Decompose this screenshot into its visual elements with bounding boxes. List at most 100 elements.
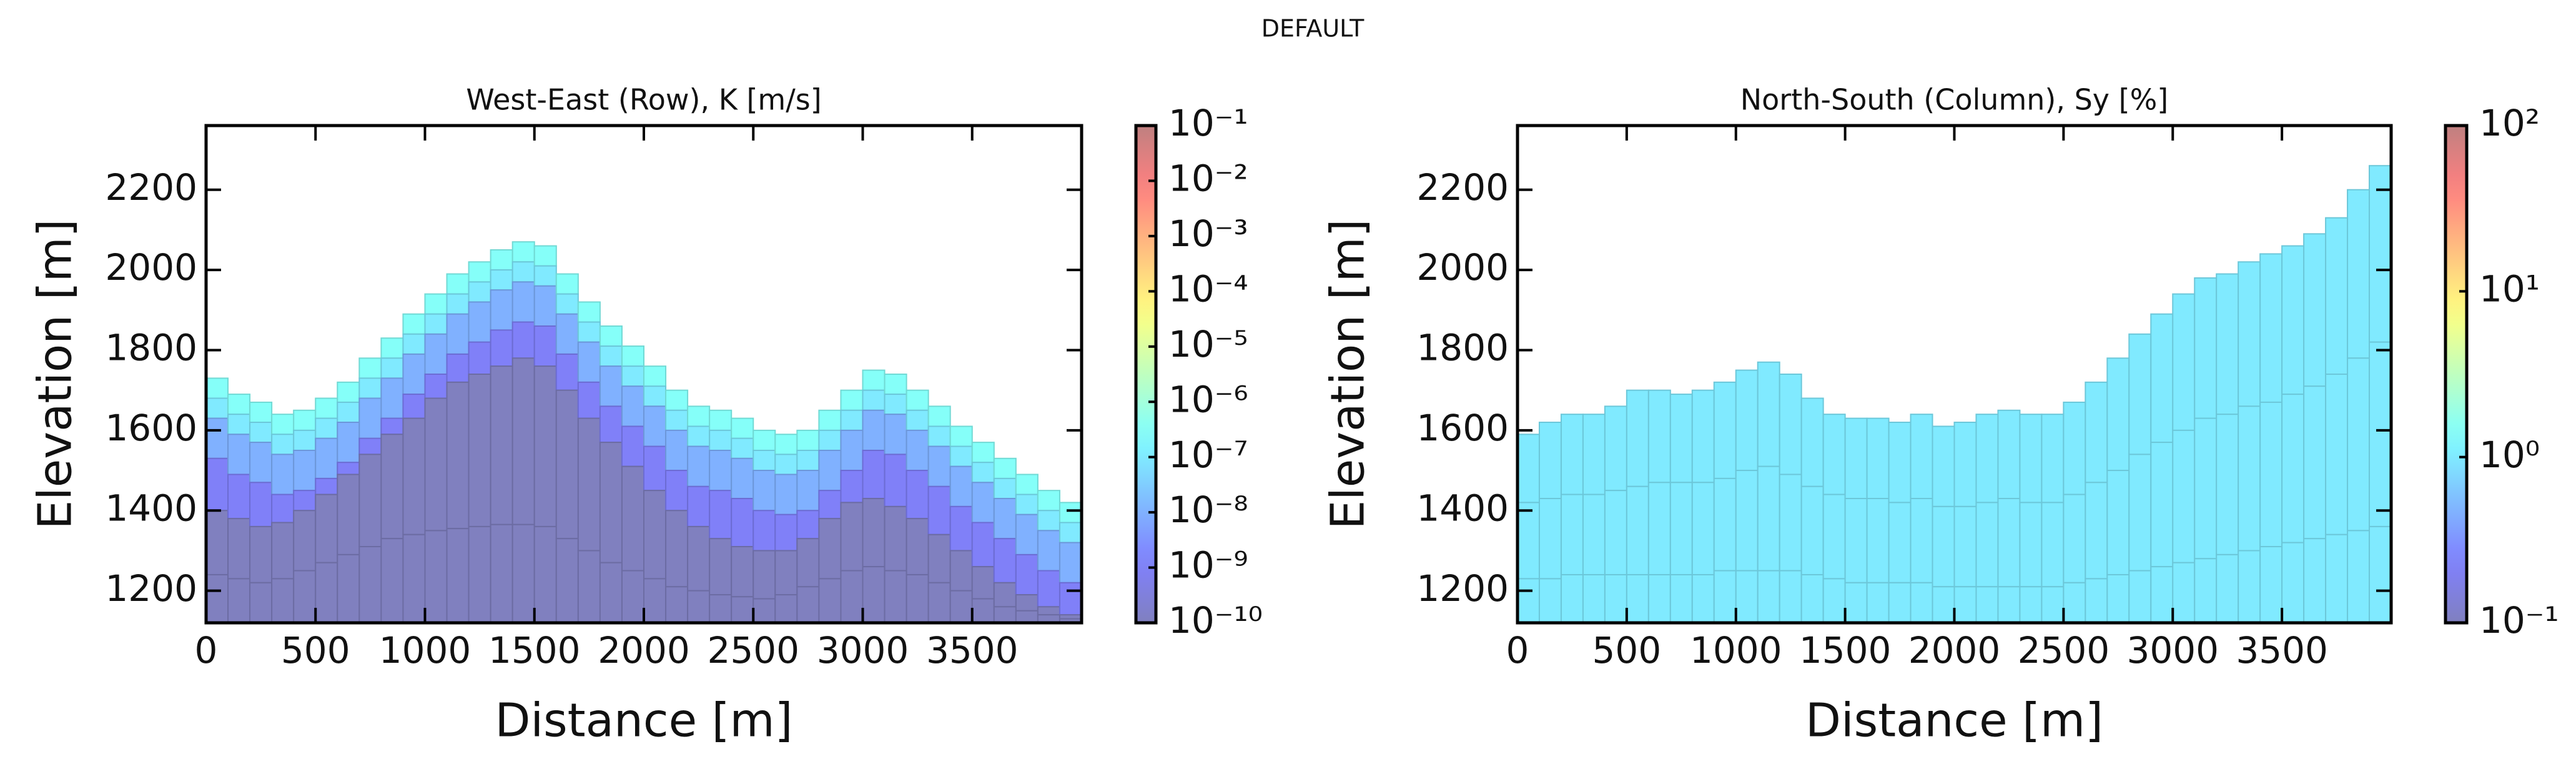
cell: [1735, 369, 1759, 472]
cell: [555, 313, 579, 355]
cell: [1997, 586, 2021, 623]
cell: [840, 389, 864, 411]
x-tick-label: 3500: [926, 629, 1019, 672]
cell: [249, 442, 273, 484]
cell: [621, 345, 645, 367]
cell: [971, 598, 995, 623]
colorbar-tick-label: 10⁻²: [1168, 157, 1248, 200]
cell: [753, 429, 776, 451]
cell: [1779, 374, 1802, 475]
cell: [1538, 578, 1562, 623]
cell: [818, 449, 842, 492]
cell: [971, 442, 995, 464]
cell: [249, 582, 273, 623]
cell: [577, 321, 601, 343]
cell: [1975, 502, 1999, 588]
cell: [1647, 389, 1671, 484]
cell: [993, 582, 1017, 608]
cell: [1800, 573, 1824, 623]
cell: [1866, 582, 1890, 623]
cell: [796, 429, 820, 451]
cell: [1888, 502, 1912, 583]
cell: [1822, 494, 1846, 580]
cell: [1604, 573, 1627, 623]
cell: [1953, 505, 1977, 588]
cell: [753, 470, 776, 512]
cell: [402, 417, 426, 535]
cell: [511, 261, 535, 283]
cell: [227, 414, 251, 435]
cell: [2347, 530, 2371, 623]
cell: [993, 498, 1017, 540]
cell: [446, 313, 470, 355]
cell: [927, 485, 951, 535]
y-tick-label: 2000: [1416, 246, 1509, 289]
x-tick-label: 3500: [2236, 629, 2328, 672]
colorbar-tick-label: 10⁻¹: [1168, 102, 1248, 144]
cell: [2172, 562, 2196, 623]
cell: [293, 449, 317, 492]
cell: [840, 570, 864, 623]
cell: [402, 353, 426, 395]
cell: [1757, 570, 1780, 623]
cell: [1517, 434, 1540, 504]
cell: [971, 482, 995, 523]
cell: [687, 485, 711, 527]
cell: [621, 465, 645, 572]
cell: [1517, 502, 1540, 580]
cell: [555, 293, 579, 315]
cell: [862, 389, 886, 411]
cell: [1888, 422, 1912, 504]
cell: [380, 434, 404, 540]
cell: [1582, 573, 1606, 623]
cell: [315, 562, 338, 623]
cell: [293, 490, 317, 512]
cell: [1844, 417, 1868, 500]
cell: [206, 457, 229, 512]
cell: [884, 454, 907, 507]
cell: [709, 429, 733, 451]
cell: [1691, 482, 1715, 575]
x-tick-label: 1500: [1799, 629, 1892, 672]
cell: [643, 385, 667, 407]
cell: [1997, 498, 2021, 588]
cell: [1779, 474, 1802, 572]
cell: [249, 482, 273, 527]
cell: [1822, 578, 1846, 623]
cell: [709, 490, 733, 540]
colorbar-tick-label: 10⁰: [2479, 434, 2540, 476]
cell: [555, 353, 579, 391]
cell: [1037, 510, 1060, 532]
cell: [468, 525, 491, 623]
cell: [446, 293, 470, 315]
cell: [949, 590, 973, 623]
cell: [511, 281, 535, 323]
cell: [577, 341, 601, 383]
cell: [731, 437, 754, 459]
cell: [1015, 610, 1039, 623]
colorbar-tick-label: 10⁻⁴: [1168, 267, 1248, 310]
y-tick-label: 1400: [105, 487, 197, 529]
cell: [1910, 414, 1933, 499]
cell: [533, 245, 557, 267]
colorbar-tick-label: 10⁻⁶: [1168, 378, 1248, 420]
cell: [358, 437, 382, 455]
cell: [2281, 542, 2305, 623]
cell: [599, 365, 623, 407]
cell: [577, 550, 601, 623]
cell: [862, 369, 886, 391]
cell: [599, 325, 623, 347]
x-tick-label: 1500: [488, 629, 581, 672]
cell: [577, 381, 601, 419]
cell: [533, 265, 557, 287]
cell: [906, 409, 929, 431]
cell: [206, 573, 229, 623]
cell: [337, 381, 360, 403]
cell: [949, 465, 973, 507]
cell: [643, 445, 667, 492]
cell: [927, 405, 951, 427]
cell: [906, 470, 929, 520]
cell: [687, 445, 711, 487]
cell: [533, 325, 557, 367]
colorbar-tick-label: 10²: [2479, 102, 2540, 144]
